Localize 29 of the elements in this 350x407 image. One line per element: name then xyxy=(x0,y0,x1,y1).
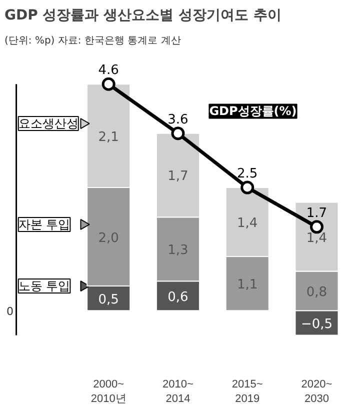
x-tick-label: 2020~2030 xyxy=(301,378,332,405)
text: 0 xyxy=(6,305,14,318)
x-tick-label: 2010~2014 xyxy=(162,378,194,405)
text: GDP성장률(%) xyxy=(209,104,297,118)
legend-label: 자본 투입 xyxy=(18,217,70,232)
data-label: 0,6 xyxy=(168,290,188,305)
data-label: 4.6 xyxy=(98,63,119,78)
data-label: 1,4 xyxy=(306,230,328,246)
point xyxy=(171,126,185,140)
data-label: 3.6 xyxy=(168,112,188,128)
legend-label: 요소생산성 xyxy=(18,116,78,131)
text: GDP 성장률과 생산요소별 성장기여도 추이 xyxy=(4,8,282,24)
data-label: 2,1 xyxy=(98,130,119,145)
x-tick-label: 2015~2019 xyxy=(232,378,263,405)
data-label: 1,3 xyxy=(168,243,188,258)
legend-label: 노동 투입 xyxy=(18,279,70,294)
x-tick-label: 2000~2010년 xyxy=(90,378,126,405)
data-label: 2.5 xyxy=(237,166,258,182)
data-label: 1,7 xyxy=(168,169,188,184)
data-label: −0,5 xyxy=(300,316,333,332)
point xyxy=(102,77,116,91)
data-label: 1.7 xyxy=(306,206,328,221)
data-label: 1,4 xyxy=(237,216,258,232)
data-label: 1,1 xyxy=(237,278,258,293)
data-label: 0,5 xyxy=(98,292,119,308)
data-label: 0,8 xyxy=(306,284,328,300)
point xyxy=(240,180,254,194)
data-label: 2,0 xyxy=(98,230,119,246)
text: (단위: %p) 자료: 한국은행 통계로 계산 xyxy=(4,36,181,46)
